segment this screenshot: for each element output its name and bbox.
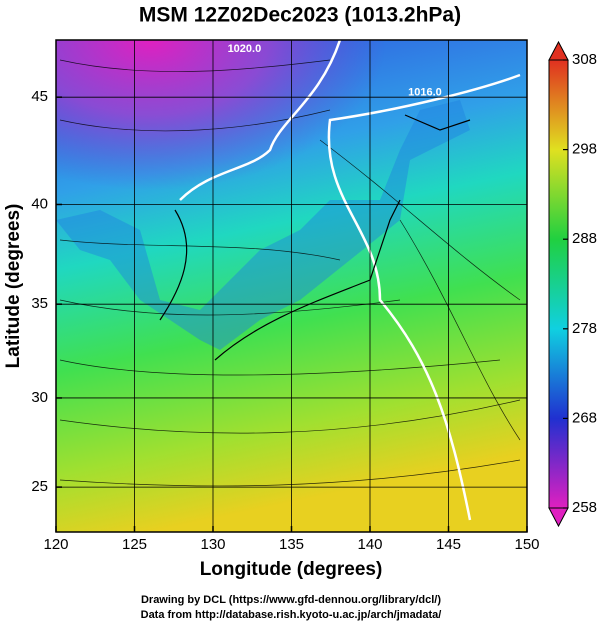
x-tick-label: 145 xyxy=(436,536,461,553)
contour-label: 1020.0 xyxy=(228,43,262,55)
colorbar-tick-label: 268 xyxy=(572,409,597,426)
x-tick-label: 120 xyxy=(43,536,68,553)
y-tick-label: 40 xyxy=(31,195,48,212)
x-tick-label: 135 xyxy=(279,536,304,553)
y-tick-label: 35 xyxy=(31,295,48,312)
colorbar-tick-label: 288 xyxy=(572,230,597,247)
y-tick-label: 30 xyxy=(31,389,48,406)
colorbar-tick-label: 308 xyxy=(572,51,597,68)
footer-text: Drawing by DCL (https://www.gfd-dennou.o… xyxy=(141,594,441,606)
x-tick-label: 125 xyxy=(122,536,147,553)
x-tick-label: 130 xyxy=(200,536,225,553)
x-axis-label: Longitude (degrees) xyxy=(200,559,383,580)
x-tick-label: 140 xyxy=(357,536,382,553)
x-tick-label: 150 xyxy=(514,536,539,553)
y-tick-label: 45 xyxy=(31,88,48,105)
colorbar-tick-label: 278 xyxy=(572,320,597,337)
y-tick-label: 25 xyxy=(31,478,48,495)
chart-title: MSM 12Z02Dec2023 (1013.2hPa) xyxy=(139,4,461,27)
footer-text: Data from http://database.rish.kyoto-u.a… xyxy=(141,609,442,621)
colorbar-end xyxy=(548,40,569,61)
colorbar-end xyxy=(548,507,569,528)
y-axis-label: Latitude (degrees) xyxy=(3,204,24,369)
colorbar xyxy=(548,59,569,509)
colorbar-tick-label: 298 xyxy=(572,141,597,158)
colorbar-tick-label: 258 xyxy=(572,499,597,516)
contour-label: 1016.0 xyxy=(408,87,442,99)
